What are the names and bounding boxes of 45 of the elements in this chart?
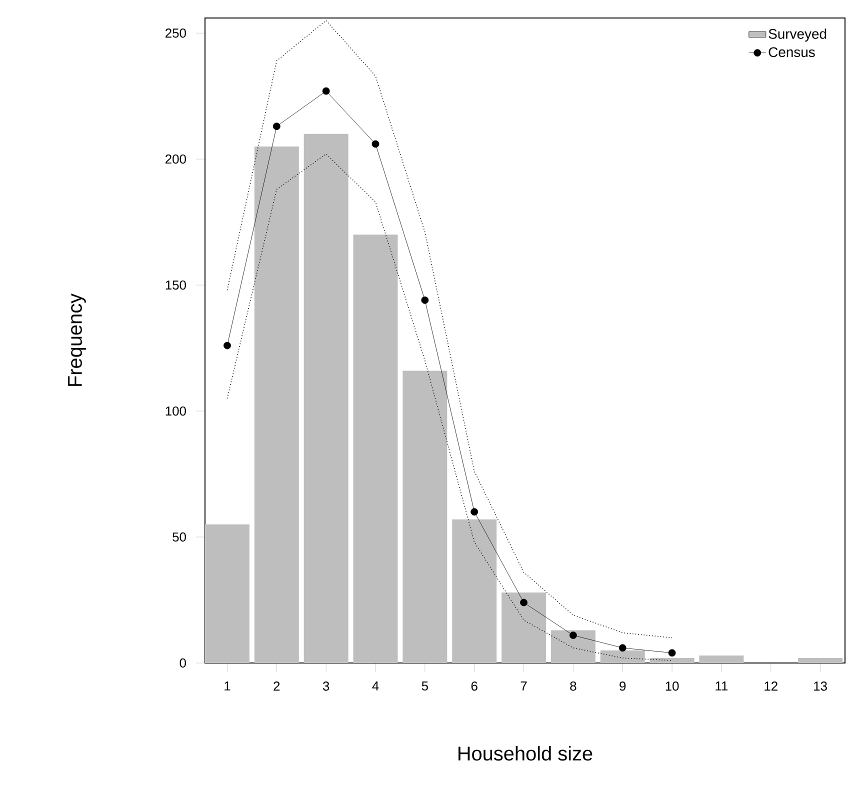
y-tick-label: 50 xyxy=(172,532,186,542)
point xyxy=(224,342,231,350)
bar xyxy=(650,658,694,663)
bar xyxy=(550,630,596,663)
y-tick-label: 150 xyxy=(166,280,186,290)
point xyxy=(520,598,528,606)
point xyxy=(322,87,330,95)
x-tick-label: 11 xyxy=(716,682,728,690)
bar xyxy=(798,658,843,663)
x-tick-label: 9 xyxy=(620,682,626,691)
x-tick-label: 12 xyxy=(764,682,778,691)
y-tick-label: 200 xyxy=(166,154,186,164)
legend-label: Census xyxy=(768,47,815,58)
bar xyxy=(452,519,497,663)
bar xyxy=(205,524,250,663)
point xyxy=(470,508,478,516)
bar xyxy=(254,146,299,663)
x-axis-title: Household size xyxy=(458,746,592,761)
bar xyxy=(353,234,398,663)
x-tick-label: 10 xyxy=(666,682,679,691)
bar xyxy=(402,370,448,663)
bar xyxy=(699,655,744,663)
x-tick-label: 1 xyxy=(224,682,230,690)
x-tick-label: 7 xyxy=(520,682,527,690)
y-tick-label: 250 xyxy=(166,28,186,38)
x-tick-label: 13 xyxy=(814,682,827,691)
x-tick-label: 5 xyxy=(422,682,428,691)
y-tick-label: 100 xyxy=(166,406,186,416)
bar xyxy=(304,134,348,663)
legend-label: Surveyed xyxy=(768,28,826,42)
x-tick-label: 4 xyxy=(372,682,379,690)
y-axis-title: Frequency xyxy=(68,293,86,386)
point xyxy=(272,122,280,130)
y-tick-label: 0 xyxy=(180,658,186,668)
bar xyxy=(600,650,645,663)
point xyxy=(569,632,577,639)
point xyxy=(618,644,626,652)
x-tick-label: 3 xyxy=(322,682,330,691)
x-tick-label: 8 xyxy=(570,682,576,691)
x-tick-label: 6 xyxy=(471,682,478,691)
point xyxy=(421,296,429,304)
x-tick-label: 2 xyxy=(274,682,280,691)
bar xyxy=(502,592,546,663)
point xyxy=(372,140,380,148)
point xyxy=(668,649,676,657)
